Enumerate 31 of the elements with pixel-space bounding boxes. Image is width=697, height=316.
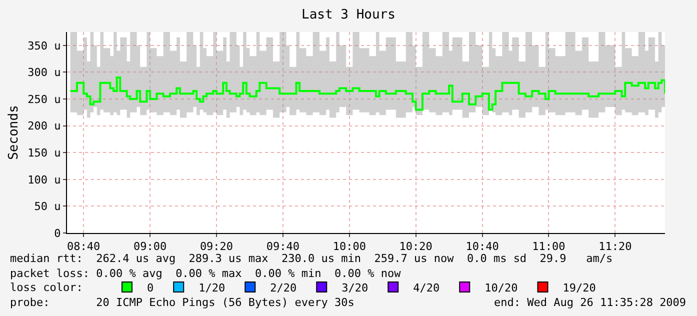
x-tick-label: 11:20 xyxy=(598,240,632,254)
y-tick-label: 200 u xyxy=(28,120,61,133)
y-tick-label: 350 u xyxy=(28,39,61,52)
y-tick-label: 50 u xyxy=(34,200,61,214)
x-tick-label: 10:00 xyxy=(332,240,366,254)
y-tick-label: 150 u xyxy=(28,146,61,160)
legend-label: 3/20 xyxy=(342,281,368,294)
y-tick-label: 250 u xyxy=(28,92,61,106)
legend-label: 10/20 xyxy=(484,281,518,294)
x-tick-label: 08:40 xyxy=(67,240,100,254)
y-tick-label: 100 u xyxy=(28,173,61,186)
legend-label: 0 xyxy=(147,281,154,294)
legend-label: 1/20 xyxy=(198,281,226,294)
x-tick-label: 09:40 xyxy=(266,240,300,254)
x-tick-label: 11:00 xyxy=(532,240,566,254)
x-tick-label: 10:40 xyxy=(466,240,499,254)
y-tick-label: 300 u xyxy=(28,66,61,80)
y-axis-title: Seconds xyxy=(6,105,22,160)
legend-label: 19/20 xyxy=(562,281,596,294)
text: probe: 20 ICMP Echo Pings (56 Bytes) every 30s xyxy=(10,296,354,309)
text: median rtt: 262.4 us avg 289.3 us max 230.0 us min 259.7 us now 0.0 ms sd 29.9 am/s xyxy=(10,252,613,265)
chart-title: Last 3 Hours xyxy=(302,8,396,23)
x-tick-label: 10:20 xyxy=(399,240,432,254)
legend-label: 4/20 xyxy=(413,281,440,294)
y-tick-label: 0 xyxy=(54,226,61,240)
text: loss color: xyxy=(10,281,83,294)
x-tick-label: 09:20 xyxy=(200,240,234,254)
legend-label: 2/20 xyxy=(270,281,297,294)
text: end: Wed Aug 26 11:35:28 2009 xyxy=(494,296,686,309)
x-tick-label: 09:00 xyxy=(133,240,167,254)
text: packet loss: 0.00 % avg 0.00 % max 0.00 % min 0.00 % now xyxy=(10,267,402,280)
